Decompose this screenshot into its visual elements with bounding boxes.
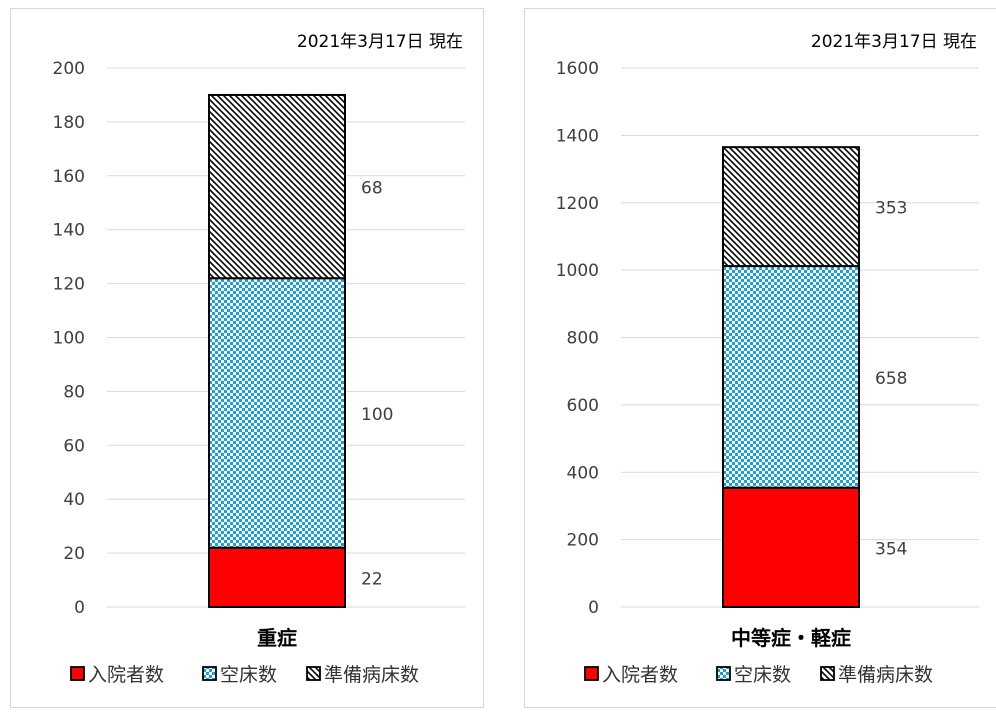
bar-segment-vacant xyxy=(722,265,860,489)
y-tick-label: 140 xyxy=(53,221,85,241)
legend-swatch xyxy=(716,666,731,681)
bar-segment-admitted xyxy=(208,546,346,609)
data-label: 22 xyxy=(361,569,383,589)
y-tick-label: 1400 xyxy=(556,126,599,146)
chart-panel-severe: 2021年3月17日 現在 0 20 40 60 80 100 120 140 160 180 200… xyxy=(10,8,484,708)
bar-segment-vacant xyxy=(208,277,346,549)
legend-swatch xyxy=(306,666,321,681)
y-tick-label: 180 xyxy=(53,113,85,133)
y-tick-label: 160 xyxy=(53,167,85,187)
y-tick-label: 120 xyxy=(53,275,85,295)
legend-label: 空床数 xyxy=(734,664,791,686)
bar-segment-prep xyxy=(208,93,346,280)
y-tick-label: 1200 xyxy=(556,194,599,214)
data-label: 100 xyxy=(361,405,393,425)
legend-label: 入院者数 xyxy=(602,664,678,686)
y-tick-label: 400 xyxy=(567,463,599,483)
legend-label: 空床数 xyxy=(220,664,277,686)
y-tick-label: 80 xyxy=(63,382,85,402)
bar-segment-admitted xyxy=(722,486,860,608)
legend-label: 準備病床数 xyxy=(324,664,419,686)
bar-segment-prep xyxy=(722,146,860,268)
y-tick-label: 800 xyxy=(567,329,599,349)
y-tick-label: 200 xyxy=(567,531,599,551)
legend-swatch xyxy=(584,666,599,681)
y-tick-label: 1600 xyxy=(556,59,599,79)
category-label: 重症 xyxy=(257,626,297,650)
data-label: 353 xyxy=(875,199,907,219)
chart-svg-severe: 2021年3月17日 現在 0 20 40 60 80 100 120 140 160 180 200… xyxy=(53,32,465,686)
category-label: 中等症・軽症 xyxy=(731,626,851,650)
data-label: 658 xyxy=(875,369,907,389)
legend-label: 準備病床数 xyxy=(838,664,933,686)
legend-swatch xyxy=(70,666,85,681)
legend-swatch xyxy=(820,666,835,681)
y-tick-label: 100 xyxy=(53,329,85,349)
y-tick-label: 200 xyxy=(53,59,85,79)
y-tick-label: 0 xyxy=(588,598,599,618)
y-tick-label: 60 xyxy=(63,436,85,456)
data-label: 68 xyxy=(361,179,383,199)
chart-title: 2021年3月17日 現在 xyxy=(811,32,977,52)
y-tick-label: 0 xyxy=(74,598,85,618)
y-tick-label: 1000 xyxy=(556,261,599,281)
data-label: 354 xyxy=(875,539,907,559)
chart-title: 2021年3月17日 現在 xyxy=(297,32,463,52)
y-tick-label: 20 xyxy=(63,544,85,564)
legend-label: 入院者数 xyxy=(88,664,164,686)
legend-swatch xyxy=(202,666,217,681)
chart-svg-moderate-mild: 2021年3月17日 現在 0 200 400 600 800 1000 1200 1400 16… xyxy=(556,32,979,686)
chart-panel-moderate-mild: 2021年3月17日 現在 0 200 400 600 800 1000 1200 1400 16… xyxy=(524,8,996,708)
y-tick-label: 600 xyxy=(567,396,599,416)
y-tick-label: 40 xyxy=(63,490,85,510)
